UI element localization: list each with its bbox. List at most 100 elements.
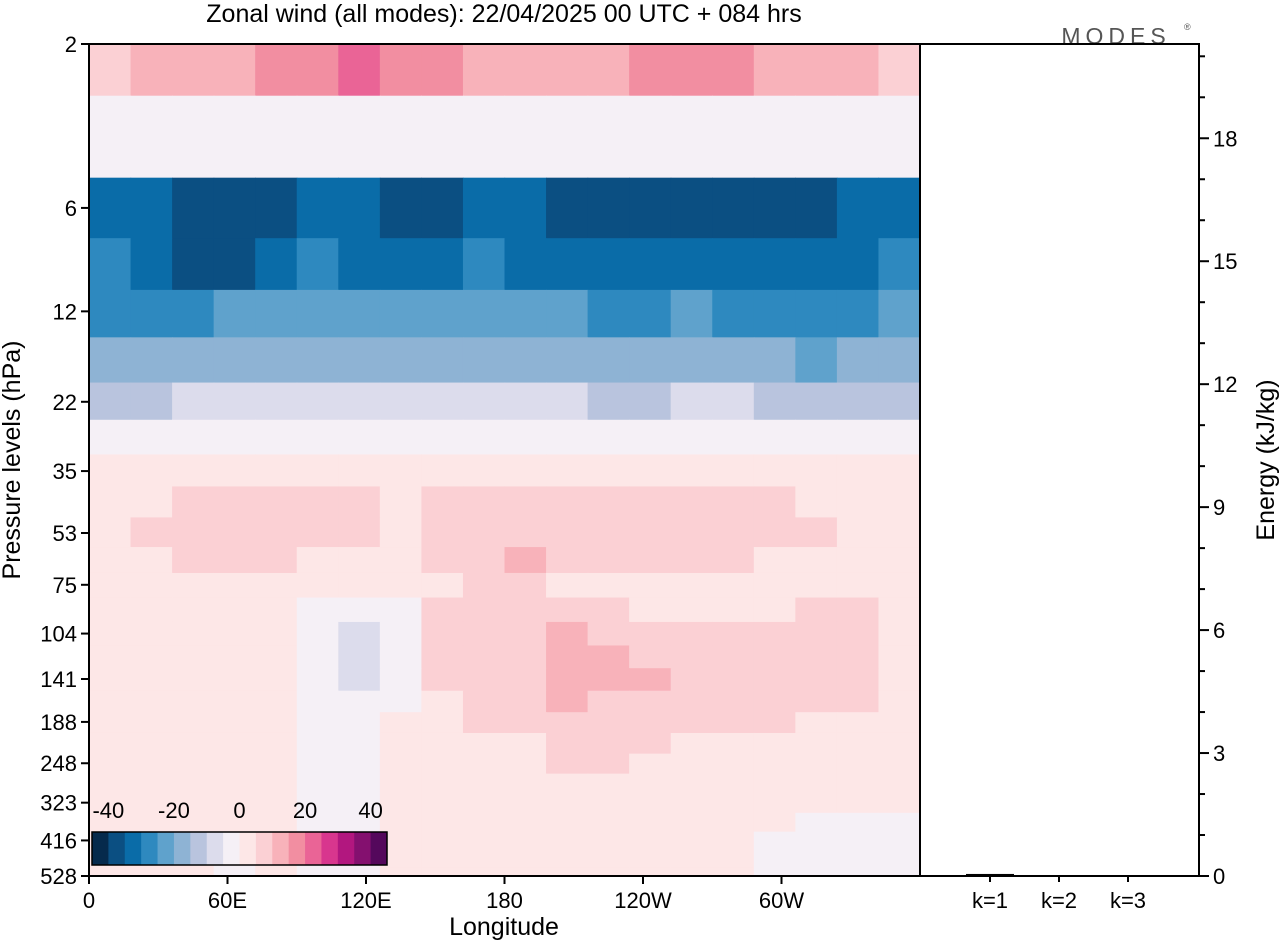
heatmap-cell xyxy=(670,382,713,421)
heatmap-cell xyxy=(587,793,630,814)
y-tick-label: 416 xyxy=(40,828,77,853)
heatmap-cell xyxy=(712,572,755,599)
heatmap-cell xyxy=(462,621,506,647)
heatmap-cell xyxy=(296,668,339,692)
heatmap-cell xyxy=(379,867,422,877)
colorbar-frame xyxy=(91,831,388,866)
heatmap-cell xyxy=(878,621,921,647)
heatmap-cell xyxy=(338,867,381,877)
heatmap-cell xyxy=(338,668,381,692)
heatmap-cell xyxy=(89,572,132,599)
heatmap-cell xyxy=(587,454,630,488)
heatmap-cell xyxy=(504,867,547,877)
heatmap-cell xyxy=(836,382,880,421)
heatmap-cell xyxy=(629,621,672,647)
heatmap-cell xyxy=(379,382,422,421)
heatmap-cell xyxy=(421,849,464,869)
heatmap-cell xyxy=(172,454,215,488)
heatmap-cell xyxy=(795,486,838,518)
x-tick-label: 180 xyxy=(486,888,523,913)
heatmap-cell xyxy=(255,793,298,814)
heatmap-cell xyxy=(878,712,921,734)
heatmap-cell xyxy=(795,753,838,775)
heatmap-cell xyxy=(213,547,256,574)
heatmap-cell xyxy=(421,454,464,488)
heatmap-cell xyxy=(878,289,921,338)
heatmap-cell xyxy=(753,454,796,488)
heatmap-cell xyxy=(89,753,132,775)
heatmap-cell xyxy=(296,597,339,623)
heatmap-cell xyxy=(255,690,298,713)
heatmap-cell xyxy=(670,289,713,338)
heatmap-cell xyxy=(255,517,298,548)
heatmap-cell xyxy=(172,597,215,623)
heatmap-cell xyxy=(421,337,464,384)
heatmap-cell xyxy=(255,419,298,456)
heatmap-cell xyxy=(712,849,755,869)
heatmap-cell xyxy=(712,419,755,456)
heatmap-cell xyxy=(379,812,422,833)
heatmap-cell xyxy=(712,621,755,647)
heatmap-cell xyxy=(670,95,713,179)
heatmap-cell xyxy=(878,95,921,179)
heatmap-cell xyxy=(338,712,381,734)
heatmap-cell xyxy=(462,337,506,384)
heatmap-cell xyxy=(712,337,755,384)
heatmap-cell xyxy=(338,95,381,179)
heatmap-cell xyxy=(338,44,381,97)
heatmap-cell xyxy=(130,454,173,488)
heatmap-cell xyxy=(795,732,838,755)
heatmap-cell xyxy=(753,753,796,775)
energy-tick-label: 0 xyxy=(1213,864,1225,889)
heatmap-cell xyxy=(338,547,381,574)
heatmap-cell xyxy=(379,621,422,647)
heatmap-cell xyxy=(670,867,713,877)
heatmap-cell xyxy=(379,732,422,755)
heatmap-cell xyxy=(462,668,506,692)
heatmap-cell xyxy=(629,668,672,692)
heatmap-cell xyxy=(172,486,215,518)
heatmap-cell xyxy=(504,337,547,384)
y-tick-label: 2 xyxy=(65,32,77,57)
heatmap-cell xyxy=(421,793,464,814)
heatmap-cell xyxy=(172,419,215,456)
energy-tick-label: 12 xyxy=(1213,372,1237,397)
heatmap-cell xyxy=(421,419,464,456)
heatmap-cell xyxy=(504,849,547,869)
heatmap-cell xyxy=(255,454,298,488)
heatmap-cell xyxy=(753,238,796,291)
energy-axis: 0 3 6 9 12 15 18 xyxy=(1199,55,1237,889)
heatmap-cell xyxy=(795,238,838,291)
heatmap-cell xyxy=(255,668,298,692)
heatmap-cell xyxy=(89,732,132,755)
heatmap-cell xyxy=(878,337,921,384)
heatmap-cell xyxy=(670,337,713,384)
heatmap-cell xyxy=(213,486,256,518)
energy-panel-frame xyxy=(919,43,1200,877)
heatmap-cell xyxy=(255,753,298,775)
heatmap-cell xyxy=(462,382,506,421)
heatmap-cell xyxy=(712,177,755,239)
heatmap-cell xyxy=(338,572,381,599)
heatmap-cell xyxy=(629,831,672,851)
heatmap-cell xyxy=(670,517,713,548)
heatmap-cell xyxy=(255,867,298,877)
heatmap-cell xyxy=(587,812,630,833)
heatmap-cell xyxy=(629,547,672,574)
heatmap-cell xyxy=(130,572,173,599)
heatmap-cell xyxy=(795,645,838,669)
heatmap-cell xyxy=(795,849,838,869)
heatmap-cell xyxy=(213,867,256,877)
heatmap-cell xyxy=(795,95,838,179)
heatmap-cell xyxy=(255,177,298,239)
heatmap-cell xyxy=(878,753,921,775)
heatmap-cell xyxy=(670,486,713,518)
heatmap-cell xyxy=(130,382,173,421)
heatmap-cell xyxy=(462,419,506,456)
heatmap-cell xyxy=(587,753,630,775)
heatmap-cell xyxy=(172,732,215,755)
heatmap-cell xyxy=(546,419,589,456)
heatmap-cell xyxy=(712,867,755,877)
heatmap-cell xyxy=(462,793,506,814)
